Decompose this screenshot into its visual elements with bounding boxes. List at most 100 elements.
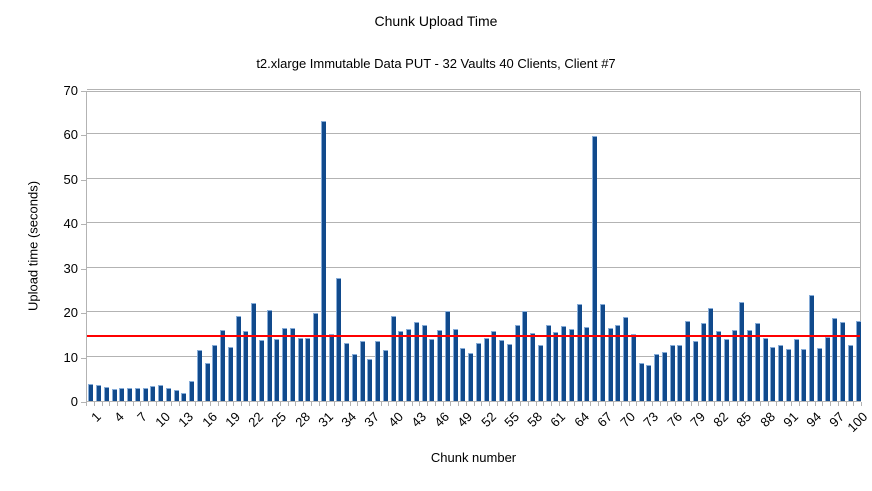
bar-chunk-99	[847, 345, 853, 401]
bar-chunk-40	[390, 316, 396, 401]
bar-chunk-36	[359, 341, 365, 401]
bar-chunk-86	[747, 330, 753, 401]
x-tick-label-55: 55	[501, 409, 522, 430]
x-tick-mark	[713, 402, 715, 406]
y-tick-label-60: 60	[63, 127, 78, 143]
bar-chunk-89	[770, 347, 776, 401]
y-tick-label-10: 10	[63, 349, 78, 365]
x-tick-mark	[566, 402, 568, 406]
x-tick-mark	[791, 402, 793, 406]
bar-chunk-77	[677, 345, 683, 401]
bar-chunk-34	[344, 343, 350, 401]
bar-chunk-20	[235, 316, 241, 401]
bar-chunk-3	[103, 387, 109, 401]
x-tick-mark	[613, 402, 614, 406]
x-tick-mark	[861, 402, 862, 406]
x-tick-mark	[675, 402, 676, 406]
y-tick-label-50: 50	[63, 171, 78, 187]
y-tick-mark	[81, 402, 86, 403]
x-tick-label-64: 64	[570, 409, 592, 430]
bar-chunk-70	[623, 317, 629, 401]
bar-chunk-59	[537, 345, 543, 401]
bar-chunk-30	[313, 313, 319, 401]
x-tick-mark	[411, 402, 413, 406]
x-tick-mark	[303, 402, 304, 406]
bar-chunk-49	[460, 348, 466, 401]
x-tick-mark	[458, 402, 459, 406]
x-tick-label-67: 67	[594, 409, 615, 430]
x-tick-mark	[589, 402, 591, 406]
bar-chunk-80	[700, 323, 706, 401]
x-tick-mark	[241, 402, 242, 406]
x-tick-label-1: 1	[87, 409, 104, 425]
x-tick-mark	[279, 402, 281, 406]
x-tick-mark	[543, 402, 545, 406]
x-tick-mark	[737, 402, 738, 406]
bar-chunk-10	[158, 385, 164, 401]
x-tick-mark	[698, 402, 700, 406]
bar-chunk-4	[111, 389, 117, 401]
x-tick-mark	[729, 402, 731, 406]
bar-chunk-28	[297, 338, 303, 401]
bar-chunk-75	[661, 352, 667, 401]
bar-chunk-41	[398, 331, 404, 401]
x-tick-label-88: 88	[756, 409, 778, 430]
bar-chunk-82	[716, 331, 722, 401]
bar-chunk-8	[142, 388, 148, 401]
bar-chunk-66	[592, 136, 598, 401]
bar-chunk-18	[220, 330, 226, 401]
x-tick-label-7: 7	[134, 409, 150, 425]
x-tick-mark	[372, 402, 374, 406]
x-tick-mark	[396, 402, 397, 406]
x-tick-mark	[830, 402, 831, 406]
bar-chunk-73	[646, 365, 652, 401]
bar-chunk-14	[189, 381, 195, 401]
x-tick-mark	[233, 402, 235, 406]
chart-subtitle: t2.xlarge Immutable Data PUT - 32 Vaults…	[256, 56, 616, 71]
bar-chunk-65	[584, 327, 590, 401]
x-axis-title: Chunk number	[430, 450, 517, 465]
bar-chunk-17	[212, 345, 218, 401]
bar-chunk-24	[266, 310, 272, 401]
bar-chunk-27	[289, 328, 295, 401]
bar-chunk-92	[793, 339, 799, 401]
x-tick-label-70: 70	[617, 409, 639, 430]
bar-chunk-38	[375, 341, 381, 401]
x-tick-mark	[620, 402, 622, 406]
bar-chunk-62	[561, 326, 567, 401]
y-tick-mark	[81, 313, 86, 315]
x-tick-mark	[853, 402, 855, 406]
x-tick-mark	[264, 402, 266, 406]
x-tick-label-37: 37	[361, 409, 383, 430]
bar-chunk-91	[785, 349, 791, 401]
x-tick-label-31: 31	[315, 409, 336, 430]
y-tick-mark	[81, 357, 86, 359]
x-tick-label-61: 61	[547, 409, 569, 430]
x-tick-mark	[171, 402, 173, 406]
x-tick-mark	[582, 402, 583, 406]
x-tick-mark	[101, 402, 103, 406]
bar-chunk-55	[506, 344, 512, 401]
x-tick-mark	[109, 402, 111, 406]
bar-chunk-93	[801, 349, 807, 401]
y-tick-label-20: 20	[63, 305, 78, 321]
x-tick-mark	[636, 402, 638, 406]
x-tick-label-91: 91	[780, 409, 801, 430]
x-tick-mark	[644, 402, 645, 406]
x-tick-mark	[179, 402, 180, 406]
bar-chunk-2	[96, 385, 102, 401]
bar-chunk-58	[530, 333, 536, 401]
x-tick-label-76: 76	[663, 409, 685, 430]
x-tick-mark	[202, 402, 204, 406]
bar-chunk-61	[553, 332, 559, 401]
x-tick-mark	[496, 402, 498, 406]
x-tick-label-34: 34	[338, 409, 360, 430]
x-tick-mark	[465, 402, 467, 406]
x-tick-mark	[504, 402, 506, 406]
bar-chunk-16	[204, 363, 210, 401]
y-tick-mark	[81, 91, 86, 92]
x-tick-mark	[427, 402, 428, 406]
bar-chunk-42	[406, 329, 412, 401]
x-tick-label-10: 10	[152, 409, 174, 430]
bar-chunk-12	[173, 390, 179, 401]
